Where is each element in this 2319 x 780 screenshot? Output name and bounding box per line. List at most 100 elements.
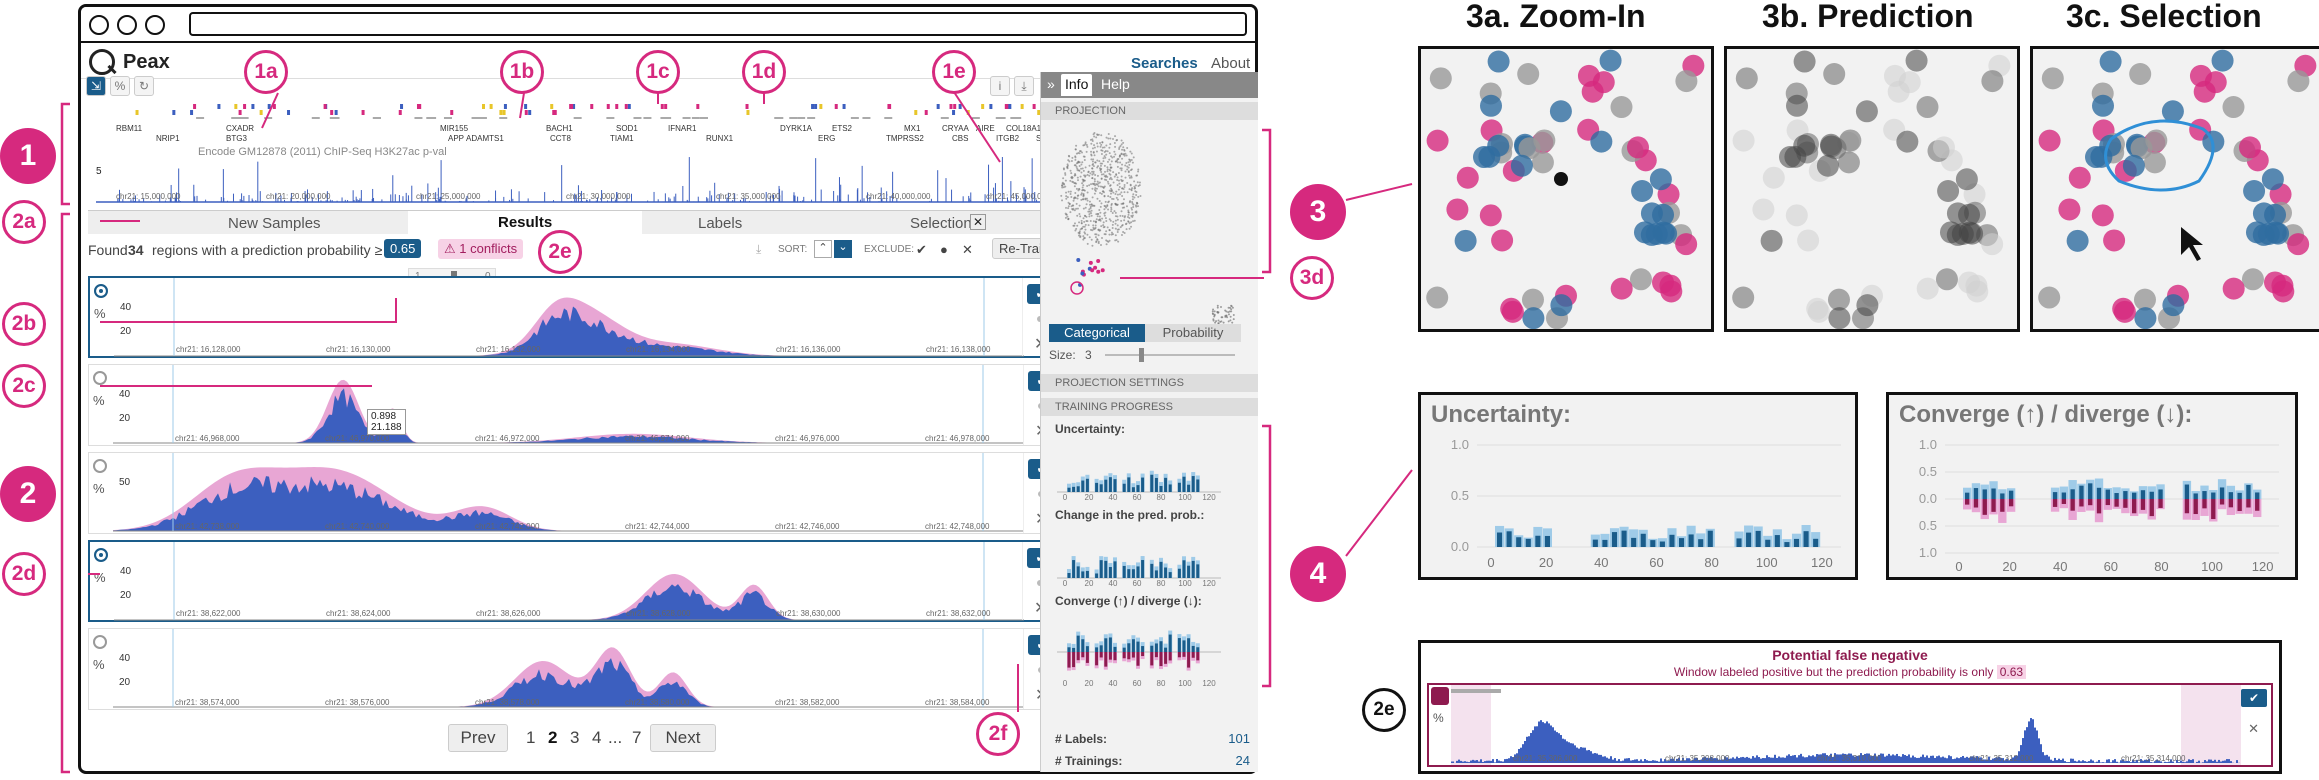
select-radio-icon[interactable]: [93, 371, 107, 385]
gene-mark: [243, 104, 247, 109]
gene-mark: [552, 110, 556, 115]
x-tick: chr21: 42,742,000: [475, 522, 540, 531]
projection-point: [1092, 172, 1095, 175]
close-selection-icon[interactable]: ✕: [970, 214, 986, 230]
percent-tool-icon[interactable]: %: [110, 76, 130, 96]
result-row[interactable]: % 40 20 chr21: 38,574,000 chr21: 38,576,000 c…: [88, 628, 1060, 710]
mini-bar-neg: [1177, 652, 1181, 658]
projection-point: [1099, 191, 1102, 194]
page-link[interactable]: 1: [526, 728, 536, 747]
projection-point: [1135, 174, 1138, 177]
percent-toggle-icon[interactable]: %: [94, 306, 106, 321]
select-radio-icon[interactable]: [93, 635, 107, 649]
projection-point: [1069, 211, 1072, 214]
mini-bar-neg: [1085, 652, 1089, 663]
percent-toggle-icon[interactable]: %: [94, 570, 106, 585]
window-dot-icon[interactable]: [117, 15, 137, 35]
download-results-icon[interactable]: ⤓: [756, 242, 762, 256]
projection-point: [1132, 205, 1135, 208]
projection-point: [1076, 169, 1079, 172]
result-row[interactable]: % 40 20 chr21: 38,622,000 chr21: 38,624,000 c…: [88, 540, 1060, 622]
info-icon[interactable]: i: [990, 76, 1010, 96]
next-button[interactable]: Next: [650, 724, 716, 752]
scatter-prediction[interactable]: [1724, 46, 2020, 332]
result-row[interactable]: % 50 chr21: 42,738,000 chr21: 42,740,000 chr…: [88, 452, 1060, 534]
projection-point: [1083, 155, 1086, 158]
bar-neg: [2061, 499, 2067, 504]
prev-button[interactable]: Prev: [448, 724, 508, 752]
fn-close-icon[interactable]: ✕: [2248, 721, 2259, 736]
projection-point: [1093, 178, 1096, 181]
nav-about[interactable]: About: [1211, 55, 1251, 72]
training-progress-header[interactable]: TRAINING PROGRESS: [1041, 398, 1258, 416]
select-tool-icon[interactable]: ⇲: [86, 76, 106, 96]
mode-categorical-button[interactable]: Categorical: [1049, 324, 1145, 342]
projection-point: [1130, 208, 1133, 211]
result-row[interactable]: % 40 20 chr21: 46,968,000 chr21: 46,970,000 c…: [88, 364, 1060, 446]
projection-point: [1073, 196, 1076, 199]
refresh-icon[interactable]: ↻: [134, 76, 154, 96]
select-radio-icon[interactable]: [94, 284, 108, 298]
projection-point: [1126, 165, 1129, 168]
nav-searches[interactable]: Searches: [1131, 55, 1198, 72]
mini-bar: [1182, 640, 1186, 652]
projection-settings-header[interactable]: PROJECTION SETTINGS: [1041, 374, 1258, 392]
window-dot-icon[interactable]: [145, 15, 165, 35]
projection-point: [1127, 209, 1130, 212]
tab-labels[interactable]: Labels: [698, 215, 743, 232]
projection-point: [1123, 183, 1126, 186]
projection-point: [1114, 215, 1117, 218]
threshold-button[interactable]: 0.65: [384, 239, 422, 258]
page-link[interactable]: 7: [632, 728, 642, 747]
projection-point: [1062, 177, 1065, 180]
exclude-negative-icon[interactable]: ✕: [962, 242, 973, 257]
url-bar[interactable]: [189, 12, 1247, 36]
window-dot-icon[interactable]: [89, 15, 109, 35]
page-link-current[interactable]: 2: [548, 728, 558, 747]
download-icon[interactable]: ⤓: [1014, 76, 1034, 96]
projection-point: [1070, 205, 1073, 208]
exclude-neutral-icon[interactable]: ●: [940, 242, 948, 257]
projection-point: [1109, 143, 1112, 146]
collapse-sidebar-icon[interactable]: »: [1047, 76, 1055, 92]
tab-help[interactable]: Help: [1101, 76, 1130, 92]
genome-overview-track[interactable]: RBM11 CXADR NRIP1 BTG3 MIR155 APP ADAMTS…: [96, 100, 1062, 206]
percent-toggle-icon[interactable]: %: [93, 481, 105, 496]
fn-percent-icon[interactable]: %: [1433, 711, 1444, 725]
page-link[interactable]: 4: [592, 728, 602, 747]
size-slider-thumb[interactable]: [1139, 348, 1144, 362]
projection-map[interactable]: [1051, 130, 1251, 350]
conflicts-badge[interactable]: ⚠ 1 conflicts: [438, 239, 524, 259]
percent-toggle-icon[interactable]: %: [93, 657, 105, 672]
fn-radio-icon[interactable]: [1431, 687, 1449, 705]
tab-selection[interactable]: Selection: [910, 215, 972, 232]
signal-area: [113, 388, 1023, 443]
scatter-selection[interactable]: [2030, 46, 2319, 332]
size-slider[interactable]: [1105, 354, 1235, 356]
tab-info[interactable]: Info: [1061, 74, 1093, 96]
sort-down-icon[interactable]: ⌄: [834, 240, 852, 258]
projection-point: [1136, 202, 1139, 205]
tab-results[interactable]: Results: [408, 211, 643, 235]
fn-check-icon[interactable]: ✔: [2241, 689, 2267, 707]
projection-point: [1110, 178, 1113, 181]
sort-up-icon[interactable]: ⌃: [814, 240, 832, 258]
projection-point: [1132, 193, 1135, 196]
result-row[interactable]: % 40 20 chr21: 16,128,000 chr21: 16,130,000 c…: [88, 276, 1060, 358]
scatter-zoom[interactable]: [1418, 46, 1714, 332]
mini-bar: [1122, 565, 1126, 578]
select-radio-icon[interactable]: [93, 459, 107, 473]
mode-probability-button[interactable]: Probability: [1145, 324, 1241, 342]
bar: [1755, 530, 1761, 547]
exclude-positive-icon[interactable]: ✔: [916, 242, 927, 257]
percent-toggle-icon[interactable]: %: [93, 393, 105, 408]
tab-new-samples[interactable]: New Samples: [228, 215, 321, 232]
fn-track[interactable]: % 5 ✔ ✕ chr21: 35,306,000 chr21: 35,308,…: [1427, 683, 2273, 767]
select-radio-icon[interactable]: [94, 548, 108, 562]
projection-point: [1075, 187, 1078, 190]
result-signal: [113, 365, 1023, 444]
projection-header[interactable]: PROJECTION: [1041, 102, 1258, 120]
projection-point: [1101, 146, 1104, 149]
projection-point: [1119, 226, 1122, 229]
page-link[interactable]: 3: [570, 728, 580, 747]
